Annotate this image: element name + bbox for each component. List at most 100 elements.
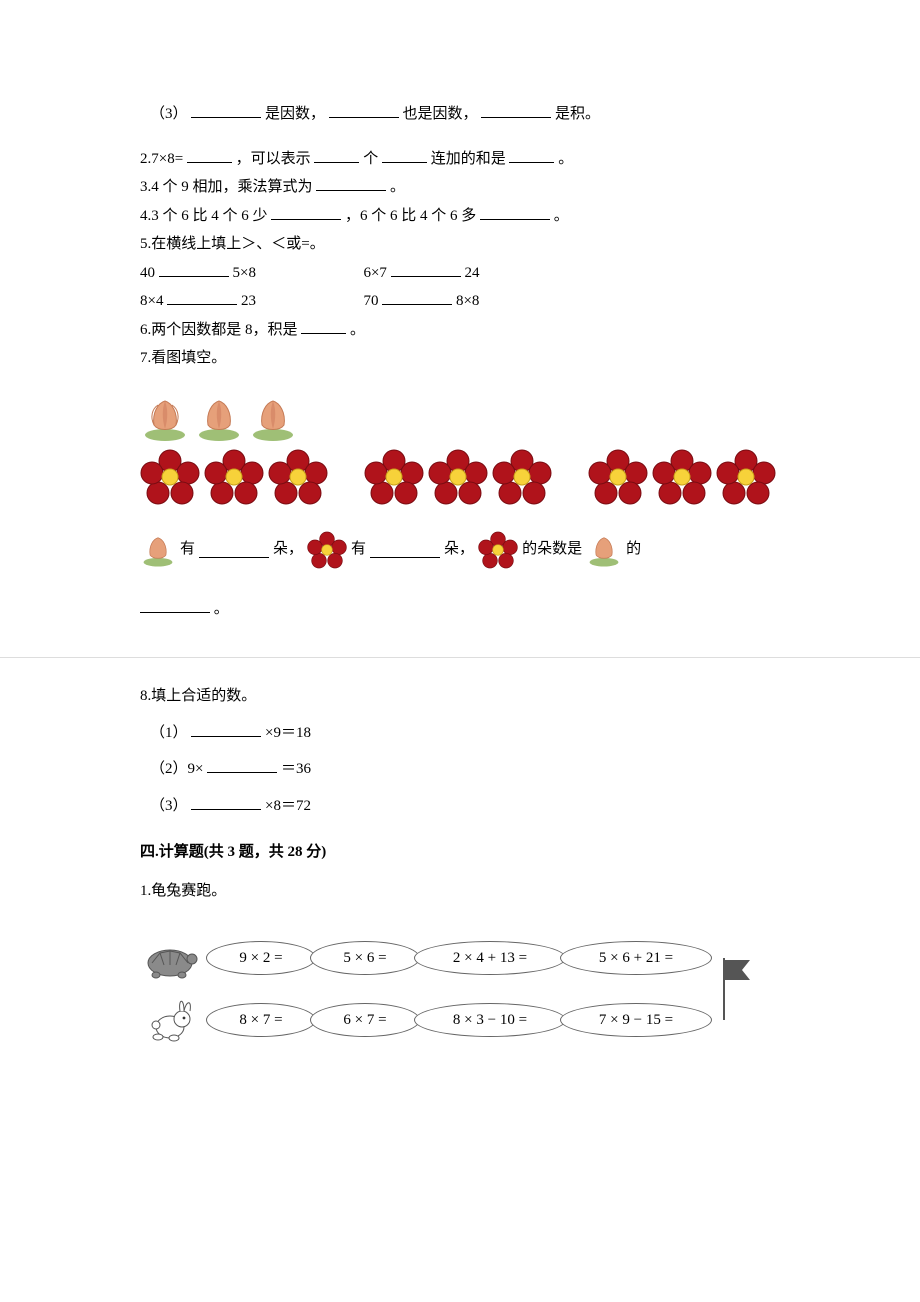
text: （2）9× xyxy=(150,761,203,777)
text: ×9＝18 xyxy=(265,725,311,741)
q8-1: （1） ×9＝18 xyxy=(140,719,780,748)
worksheet-page: （3） 是因数， 也是因数， 是积。 2.7×8= ，可以表示 个 连加的和是 … xyxy=(0,0,920,1131)
text: 是积。 xyxy=(555,106,600,122)
blank[interactable] xyxy=(382,289,452,305)
race-title: 1.龟兔赛跑。 xyxy=(140,877,780,906)
redflower-icon xyxy=(478,531,518,569)
redflower-icon xyxy=(716,449,776,505)
rabbit-icon xyxy=(140,997,200,1043)
q7-title: 7.看图填空。 xyxy=(140,344,780,373)
race-oval[interactable]: 6 × 7 = xyxy=(310,1003,420,1037)
flower-group xyxy=(364,449,552,505)
blank[interactable] xyxy=(382,147,427,163)
q7-sentence-end: 。 xyxy=(140,595,780,624)
redflower-icon xyxy=(268,449,328,505)
text: 8×8 xyxy=(456,293,479,309)
q7-redflower-row xyxy=(140,449,780,505)
blank[interactable] xyxy=(187,147,232,163)
race-oval[interactable]: 9 × 2 = xyxy=(206,941,316,975)
blank[interactable] xyxy=(316,175,386,191)
q5-title: 5.在横线上填上＞、＜或=。 xyxy=(140,230,780,259)
text: 3.4 个 9 相加，乘法算式为 xyxy=(140,179,313,195)
redflower-icon xyxy=(307,531,347,569)
divider xyxy=(0,657,920,658)
race-oval[interactable]: 8 × 3 − 10 = xyxy=(414,1003,566,1037)
race-oval[interactable]: 5 × 6 + 21 = xyxy=(560,941,712,975)
text: 有 xyxy=(180,535,195,564)
redflower-icon xyxy=(652,449,712,505)
q8-title: 8.填上合适的数。 xyxy=(140,682,780,711)
blank[interactable] xyxy=(329,102,399,118)
text: （1） xyxy=(150,725,188,741)
blank[interactable] xyxy=(199,542,269,558)
race-diagram: 9 × 2 = 5 × 6 = 2 × 4 + 13 = 5 × 6 + 21 … xyxy=(140,927,780,1051)
redflower-icon xyxy=(140,449,200,505)
text: ＝36 xyxy=(281,761,311,777)
race-rows: 9 × 2 = 5 × 6 = 2 × 4 + 13 = 5 × 6 + 21 … xyxy=(140,927,706,1051)
text: 的 xyxy=(626,535,641,564)
blank[interactable] xyxy=(481,102,551,118)
q1-3: （3） 是因数， 也是因数， 是积。 xyxy=(140,100,780,129)
q8-3: （3） ×8＝72 xyxy=(140,792,780,821)
blank[interactable] xyxy=(159,261,229,277)
text: 朵， xyxy=(444,535,474,564)
race-question: 1.龟兔赛跑。 9 × 2 = 5 × xyxy=(140,877,780,1052)
text: 的朵数是 xyxy=(522,535,582,564)
q4: 4.3 个 6 比 4 个 6 少 ，6 个 6 比 4 个 6 多 。 xyxy=(140,202,780,231)
text: 8×4 xyxy=(140,293,163,309)
text: 。 xyxy=(554,208,569,224)
q8-2: （2）9× ＝36 xyxy=(140,755,780,784)
text: 6×7 xyxy=(363,265,386,281)
text: 朵， xyxy=(273,535,303,564)
race-oval[interactable]: 7 × 9 − 15 = xyxy=(560,1003,712,1037)
text: ，6 个 6 比 4 个 6 多 xyxy=(345,208,476,224)
lotus-icon xyxy=(248,395,298,441)
text: 5×8 xyxy=(233,265,256,281)
blank[interactable] xyxy=(207,757,277,773)
lotus-icon xyxy=(140,395,190,441)
blank[interactable] xyxy=(167,289,237,305)
text: 是因数， xyxy=(265,106,325,122)
race-oval[interactable]: 8 × 7 = xyxy=(206,1003,316,1037)
text: 有 xyxy=(351,535,366,564)
flag-icon xyxy=(718,954,754,1024)
blank[interactable] xyxy=(314,147,359,163)
text: 23 xyxy=(241,293,256,309)
blank[interactable] xyxy=(191,102,261,118)
flower-group xyxy=(140,449,328,505)
blank[interactable] xyxy=(480,204,550,220)
text: 4.3 个 6 比 4 个 6 少 xyxy=(140,208,268,224)
turtle-icon xyxy=(140,935,200,981)
blank[interactable] xyxy=(301,318,346,334)
q7-lotus-row xyxy=(140,395,780,441)
blank[interactable] xyxy=(140,597,210,613)
blank[interactable] xyxy=(391,261,461,277)
blank[interactable] xyxy=(191,794,261,810)
race-oval[interactable]: 2 × 4 + 13 = xyxy=(414,941,566,975)
blank[interactable] xyxy=(191,721,261,737)
flower-group xyxy=(588,449,776,505)
text: 2.7×8= xyxy=(140,151,183,167)
redflower-icon xyxy=(364,449,424,505)
text: 个 xyxy=(363,151,378,167)
text: 。 xyxy=(390,179,405,195)
blank[interactable] xyxy=(370,542,440,558)
section-4-title: 四.计算题(共 3 题，共 28 分) xyxy=(140,838,780,867)
text: 也是因数， xyxy=(403,106,478,122)
redflower-icon xyxy=(588,449,648,505)
race-oval[interactable]: 5 × 6 = xyxy=(310,941,420,975)
text: 40 xyxy=(140,265,155,281)
q6: 6.两个因数都是 8，积是 。 xyxy=(140,316,780,345)
text: ×8＝72 xyxy=(265,798,311,814)
q5: 5.在横线上填上＞、＜或=。 40 5×8 6×7 24 8×4 23 70 8… xyxy=(140,230,780,316)
lotus-icon xyxy=(140,533,176,567)
text: ，可以表示 xyxy=(236,151,311,167)
race-row-rabbit: 8 × 7 = 6 × 7 = 8 × 3 − 10 = 7 × 9 − 15 … xyxy=(140,997,706,1043)
blank[interactable] xyxy=(509,147,554,163)
lotus-icon xyxy=(586,533,622,567)
text: （3） xyxy=(150,798,188,814)
q5-row1: 40 5×8 6×7 24 xyxy=(140,259,780,288)
blank[interactable] xyxy=(271,204,341,220)
lotus-icon xyxy=(194,395,244,441)
text: 6.两个因数都是 8，积是 xyxy=(140,322,298,338)
